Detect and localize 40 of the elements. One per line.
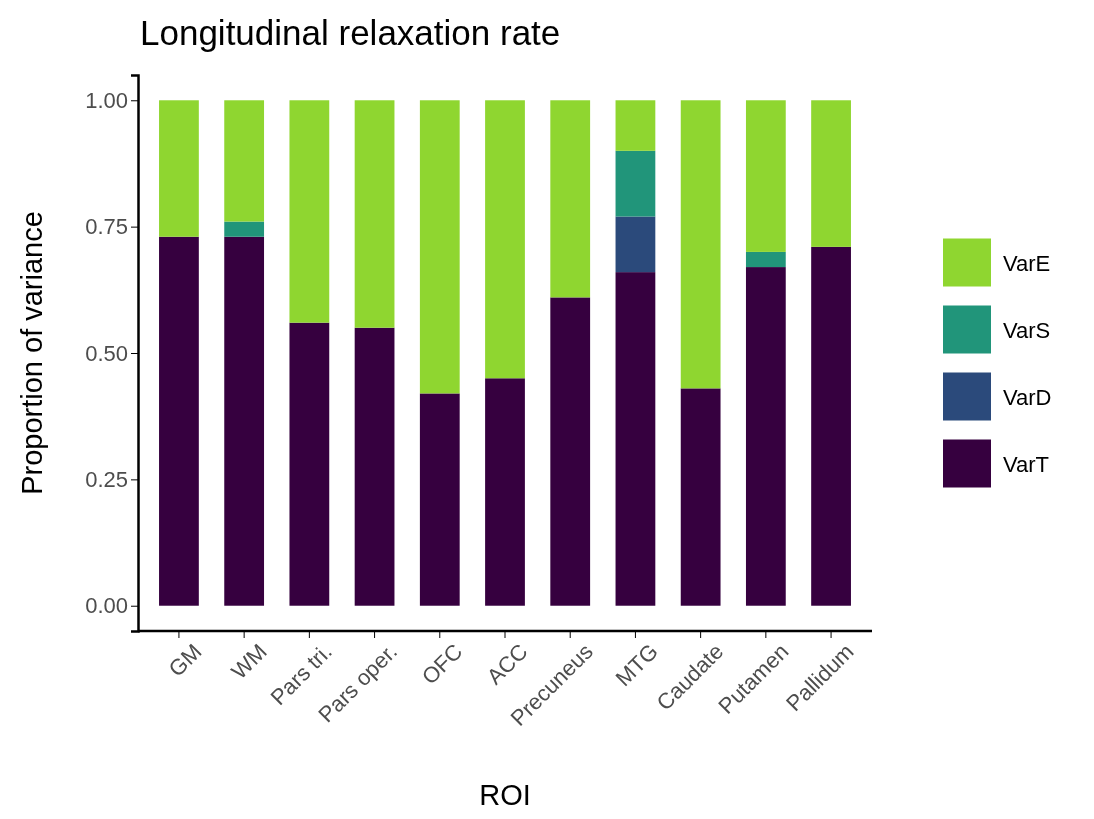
bar (485, 100, 525, 379)
bar (289, 322, 330, 606)
bar (419, 393, 460, 606)
y-tick-label: 0.75 (85, 214, 128, 240)
y-tick-label: 0.00 (85, 593, 128, 619)
bar (811, 246, 851, 606)
legend-label: VarT (1003, 451, 1050, 477)
bar (550, 297, 591, 606)
legend-label: VarD (1003, 384, 1052, 410)
x-tick-label: WM (226, 638, 272, 685)
legend-label: VarE (1003, 250, 1051, 276)
bar (419, 100, 460, 394)
bar (224, 236, 265, 606)
y-tick-label: 0.50 (85, 340, 128, 366)
bar (745, 100, 786, 252)
bar (745, 267, 786, 606)
bar (159, 236, 199, 606)
bar (615, 216, 656, 273)
y-axis-title: Proportion of variance (16, 211, 48, 495)
bar (224, 221, 265, 237)
bar (354, 327, 395, 606)
bar (485, 378, 525, 606)
legend-label: VarS (1003, 317, 1051, 343)
bar (159, 100, 199, 237)
bar (289, 100, 330, 323)
bar (615, 100, 656, 151)
bar (745, 251, 786, 268)
bar (550, 100, 591, 298)
y-tick-label: 1.00 (85, 87, 128, 113)
bar (354, 100, 395, 328)
bar (615, 150, 656, 217)
bar (615, 272, 656, 606)
bar (224, 100, 265, 222)
bar (680, 100, 721, 389)
chart-title: Longitudinal relaxation rate (140, 13, 561, 52)
bar (680, 388, 721, 606)
x-axis-title: ROI (479, 779, 531, 811)
y-tick-label: 0.25 (85, 466, 128, 492)
x-tick-label: GM (163, 638, 207, 682)
bar (811, 100, 851, 247)
